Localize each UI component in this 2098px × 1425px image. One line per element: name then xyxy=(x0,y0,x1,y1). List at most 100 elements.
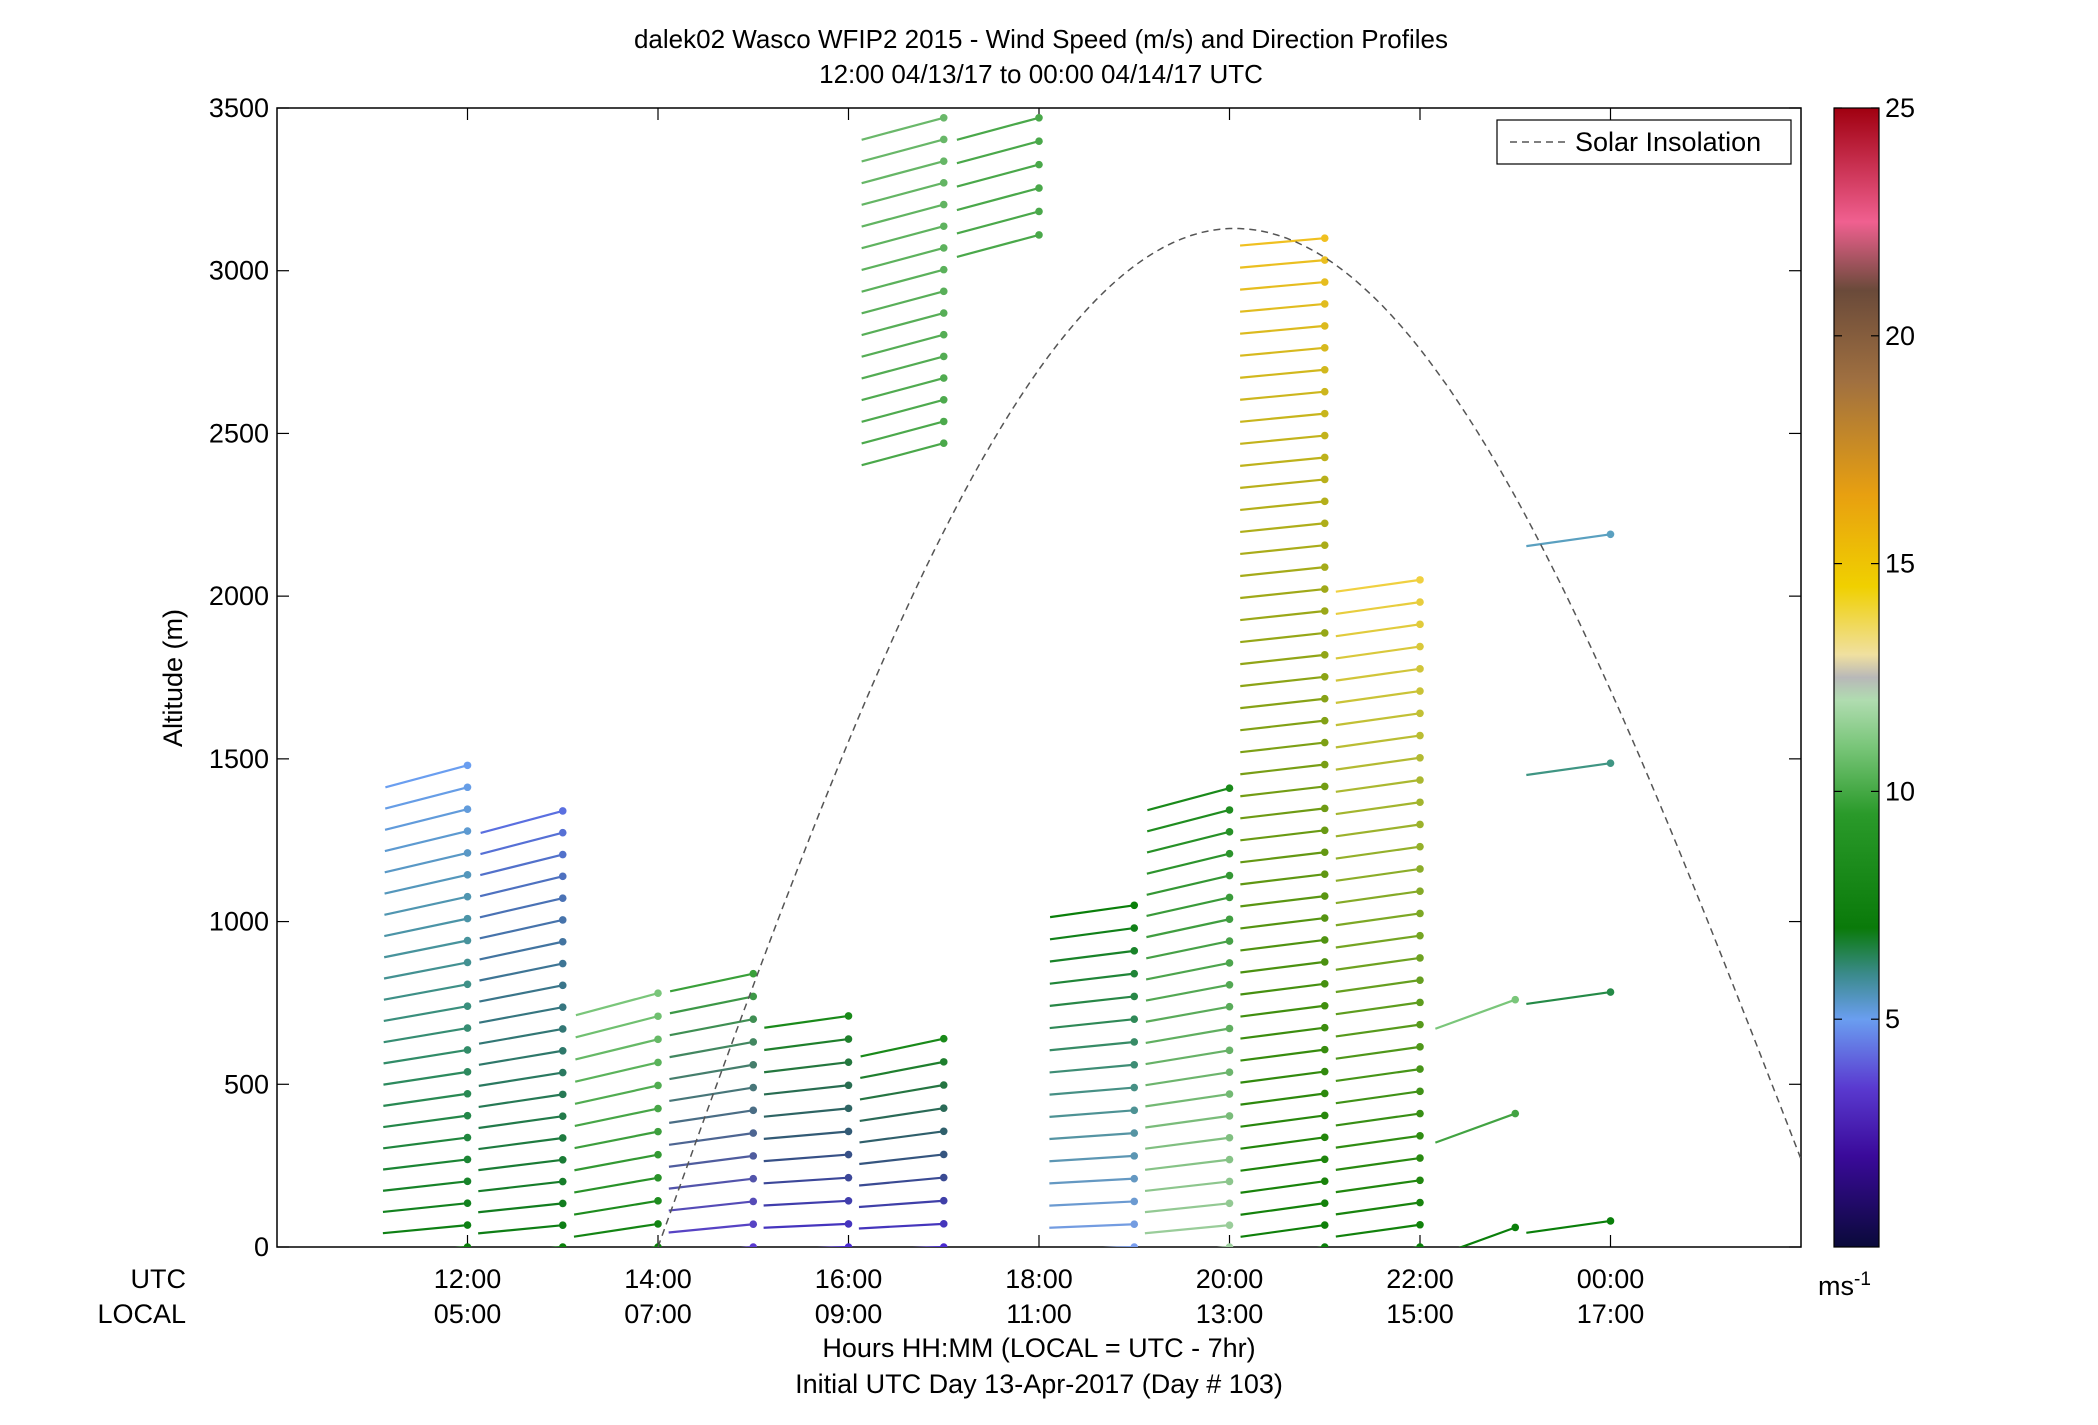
wind-barb xyxy=(1526,990,1611,1005)
wind-barb xyxy=(859,1130,944,1144)
wind-barb xyxy=(1049,1223,1135,1229)
wind-barb-point xyxy=(1416,776,1424,784)
wind-barb-point xyxy=(844,1104,853,1113)
wind-barb xyxy=(1335,623,1421,638)
profile-11 xyxy=(1335,576,1424,1247)
wind-barb xyxy=(861,116,945,141)
wind-barb-point xyxy=(1320,1133,1329,1142)
wind-barb-point xyxy=(1320,694,1329,703)
y-axis-label: Altitude (m) xyxy=(158,609,188,747)
wind-barb-point xyxy=(749,1243,758,1247)
wind-barb-point xyxy=(1320,256,1329,264)
wind-barb-point xyxy=(939,135,948,144)
chart-subtitle: 12:00 04/13/17 to 00:00 04/14/17 UTC xyxy=(819,59,1263,89)
colorbar-gradient xyxy=(1833,107,1880,1248)
wind-barb xyxy=(384,829,468,853)
wind-barb-point xyxy=(1320,300,1329,308)
local-row-label: LOCAL xyxy=(97,1299,186,1329)
wind-barb-point xyxy=(749,1197,758,1206)
wind-barb-point xyxy=(558,1221,567,1229)
wind-barb xyxy=(1240,522,1325,534)
wind-barb xyxy=(1335,712,1421,727)
wind-barb-point xyxy=(1225,871,1234,880)
wind-barb xyxy=(1144,1180,1230,1193)
wind-barb xyxy=(1335,867,1421,882)
wind-barb-point xyxy=(1511,1223,1520,1232)
wind-barb xyxy=(1335,1090,1421,1105)
wind-barb-point xyxy=(844,1243,853,1247)
wind-barb xyxy=(1049,1086,1135,1096)
wind-barb-point xyxy=(463,892,472,901)
wind-barb-point xyxy=(654,1127,662,1136)
wind-barb-point xyxy=(1320,1221,1329,1229)
wind-barb-point xyxy=(1035,160,1043,169)
wind-barb-point xyxy=(1320,936,1329,944)
x-tick-label-local: 13:00 xyxy=(1196,1299,1264,1329)
wind-barb-point xyxy=(1225,915,1234,924)
wind-barb xyxy=(1146,808,1230,833)
wind-barb xyxy=(861,290,945,315)
wind-barb xyxy=(1049,1040,1135,1052)
wind-barb-point xyxy=(1320,475,1329,484)
wind-barb xyxy=(1146,830,1230,854)
wind-barb xyxy=(860,1037,944,1058)
wind-barb xyxy=(478,1136,563,1151)
wind-barb-point xyxy=(1225,849,1234,858)
y-tick-label: 2000 xyxy=(209,581,269,611)
wind-barb-point xyxy=(1225,1243,1234,1247)
wind-barb xyxy=(1049,904,1135,919)
wind-barb xyxy=(1240,653,1325,666)
wind-barb xyxy=(859,1176,944,1187)
wind-barb xyxy=(1335,1156,1421,1171)
wind-barb-point xyxy=(1416,931,1424,940)
wind-barb xyxy=(1240,1223,1325,1238)
wind-barb-point xyxy=(654,1058,662,1067)
wind-barb-point xyxy=(463,1002,472,1010)
wind-barb-point xyxy=(463,761,472,770)
wind-barb-point xyxy=(1511,1109,1520,1118)
wind-barb xyxy=(1240,1202,1325,1216)
wind-barb xyxy=(763,1199,849,1207)
wind-barb-point xyxy=(1225,806,1234,814)
wind-barb xyxy=(1240,697,1325,710)
wind-barb xyxy=(1216,1245,1230,1247)
wind-barb-point xyxy=(939,1034,948,1043)
wind-barb xyxy=(574,1153,659,1172)
x-tick-label-local: 15:00 xyxy=(1386,1299,1454,1329)
wind-barb-point xyxy=(1225,1112,1234,1120)
wind-barb xyxy=(1240,1070,1325,1084)
wind-barb-point xyxy=(1320,387,1329,396)
wind-barb-point xyxy=(1416,1176,1424,1185)
wind-barb xyxy=(1240,1004,1325,1018)
y-tick-label: 3000 xyxy=(209,256,269,286)
wind-barb xyxy=(764,1014,849,1029)
wind-barb xyxy=(1146,852,1230,875)
wind-barb xyxy=(669,995,754,1015)
wind-barb xyxy=(480,831,564,856)
wind-barb xyxy=(1240,390,1325,401)
x-tick-label-utc: 16:00 xyxy=(815,1264,883,1294)
wind-barb xyxy=(1240,544,1325,556)
x-tick-label-utc: 20:00 xyxy=(1196,1264,1264,1294)
wind-barb xyxy=(1147,787,1230,812)
wind-barb-point xyxy=(844,1058,853,1066)
wind-barb-point xyxy=(1320,826,1329,835)
wind-barb xyxy=(1049,1018,1135,1030)
wind-barb-point xyxy=(1320,453,1329,462)
wind-barb xyxy=(1144,1202,1230,1214)
wind-barb-point xyxy=(1225,1046,1234,1055)
x-tick-label-utc: 22:00 xyxy=(1386,1264,1454,1294)
wind-barb xyxy=(574,1107,659,1128)
x-tick-label-utc: 12:00 xyxy=(434,1264,502,1294)
wind-barb-point xyxy=(1320,804,1329,813)
wind-barb xyxy=(1049,1063,1135,1074)
wind-barb-point xyxy=(749,1152,758,1160)
wind-barb xyxy=(1335,823,1421,838)
wind-barb xyxy=(1240,829,1325,842)
wind-barb-point xyxy=(654,1081,662,1090)
wind-barb-point xyxy=(939,417,948,426)
wind-barb-point xyxy=(1035,231,1043,239)
wind-barb xyxy=(1240,412,1325,423)
wind-barb xyxy=(383,1048,468,1065)
wind-barb-point xyxy=(1416,1243,1424,1247)
